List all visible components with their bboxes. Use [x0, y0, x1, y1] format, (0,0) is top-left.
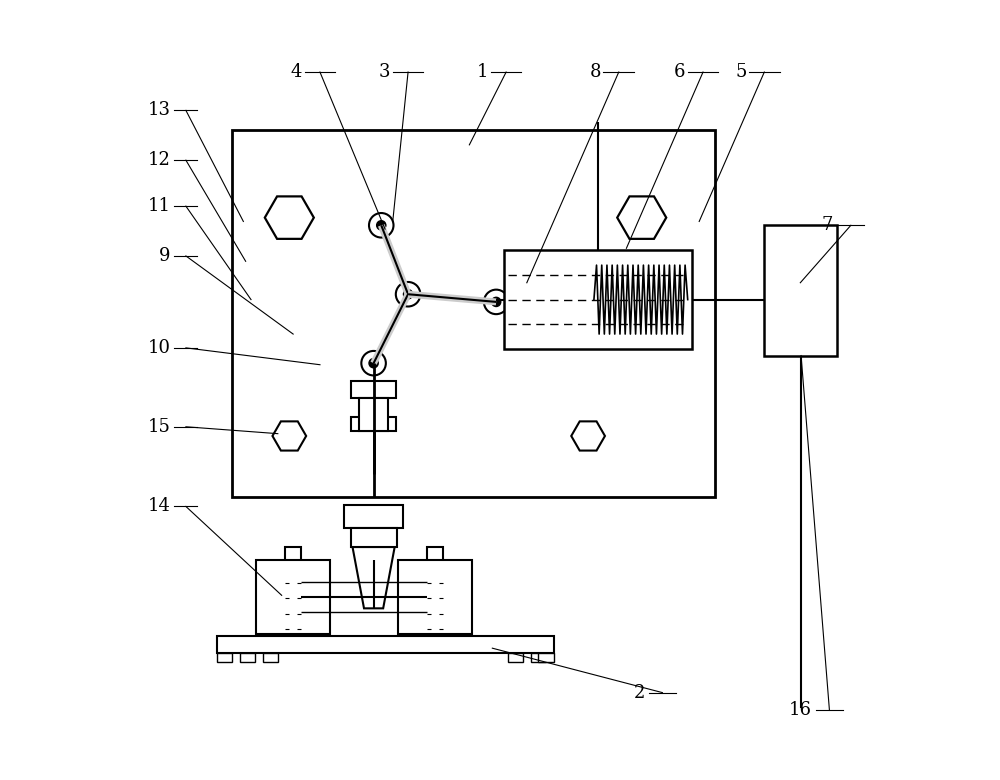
Bar: [256, 560, 330, 633]
Text: 9: 9: [159, 247, 171, 265]
Text: 13: 13: [148, 101, 171, 119]
Polygon shape: [265, 197, 314, 239]
Bar: [531, 653, 546, 662]
Bar: [538, 653, 554, 662]
Circle shape: [492, 297, 501, 307]
Text: 2: 2: [634, 683, 646, 702]
Bar: [351, 381, 396, 398]
Bar: [508, 653, 523, 662]
Text: 10: 10: [148, 339, 171, 357]
Text: 14: 14: [148, 498, 171, 516]
Circle shape: [361, 351, 386, 375]
Bar: [351, 528, 397, 547]
Text: 6: 6: [674, 63, 685, 81]
Circle shape: [369, 359, 378, 368]
Polygon shape: [617, 197, 666, 239]
Bar: [285, 547, 301, 647]
Polygon shape: [571, 421, 605, 451]
Circle shape: [369, 213, 394, 238]
Text: 5: 5: [735, 63, 747, 81]
Text: 12: 12: [148, 151, 171, 169]
Bar: [359, 398, 388, 431]
Text: 7: 7: [822, 216, 833, 234]
Bar: [351, 417, 396, 431]
Polygon shape: [353, 547, 395, 608]
Bar: [240, 653, 255, 662]
Circle shape: [484, 289, 508, 314]
Bar: [504, 250, 692, 349]
Text: 1: 1: [477, 63, 489, 81]
Text: 16: 16: [789, 701, 812, 719]
Text: 8: 8: [590, 63, 601, 81]
Circle shape: [403, 289, 413, 299]
Bar: [217, 636, 554, 653]
Text: 3: 3: [379, 63, 390, 81]
Bar: [427, 547, 443, 647]
Text: 11: 11: [148, 197, 171, 215]
Circle shape: [396, 282, 420, 307]
Text: 15: 15: [148, 418, 171, 436]
Circle shape: [377, 221, 386, 230]
Bar: [344, 505, 403, 528]
Bar: [232, 129, 715, 498]
Text: 4: 4: [291, 63, 302, 81]
Bar: [764, 225, 837, 356]
Bar: [217, 653, 232, 662]
Polygon shape: [272, 421, 306, 451]
Bar: [263, 653, 278, 662]
Bar: [398, 560, 472, 633]
